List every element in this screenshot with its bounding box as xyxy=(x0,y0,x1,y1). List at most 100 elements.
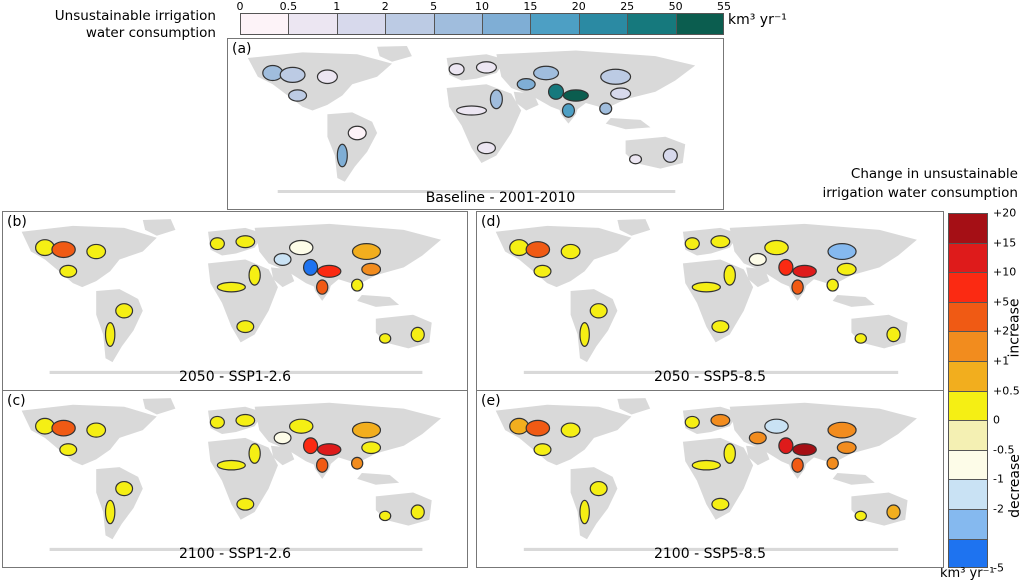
africa-landmass xyxy=(682,259,754,343)
basin-china-south xyxy=(837,263,856,275)
basin-central-asia xyxy=(290,419,313,433)
basin-brazil xyxy=(590,304,607,318)
basin-us-east xyxy=(317,70,337,84)
basin-south-africa xyxy=(237,498,254,510)
antarctica-strip xyxy=(49,547,423,551)
map-panel-b: (b) 2050 - SSP1-2.6 xyxy=(2,211,468,391)
right-legend-tick: -2 xyxy=(993,502,1004,516)
basin-australia-sw xyxy=(380,511,391,520)
map-panel-c: (c) 2100 - SSP1-2.6 xyxy=(2,390,468,568)
top-legend-tick: 50 xyxy=(668,0,683,13)
basin-europe-w xyxy=(685,416,699,428)
right-legend-title-line1: Change in unsustainable xyxy=(850,166,1018,182)
decrease-label: decrease xyxy=(1006,454,1023,518)
basin-mekong xyxy=(352,279,363,291)
basin-mekong xyxy=(600,103,612,114)
world-map-a xyxy=(247,46,696,193)
top-legend-swatch xyxy=(385,13,434,35)
basin-indus xyxy=(304,438,318,454)
basin-china-south xyxy=(837,442,856,454)
basin-mexico xyxy=(289,90,307,101)
basin-brazil xyxy=(348,126,366,140)
right-legend-tick: +0.5 xyxy=(993,384,1020,398)
basin-brazil xyxy=(590,482,607,496)
basin-europe-w xyxy=(210,238,224,250)
basin-china-south xyxy=(611,88,631,99)
basin-india-south xyxy=(792,280,803,294)
right-legend-tick: 0 xyxy=(993,413,1000,427)
basin-india-south xyxy=(562,104,574,118)
greenland-landmass xyxy=(617,219,651,236)
greenland-landmass xyxy=(617,398,651,415)
basin-middle-east xyxy=(749,432,766,444)
right-legend-swatch xyxy=(948,272,988,302)
antarctica-strip xyxy=(523,547,899,551)
right-legend-title-line2: irrigation water consumption xyxy=(822,185,1018,201)
basin-central-asia xyxy=(765,240,788,254)
basin-australia-east xyxy=(887,505,900,519)
basin-europe-e xyxy=(236,236,255,248)
basin-india-south xyxy=(317,458,328,472)
se-asia-islands xyxy=(357,473,400,485)
basin-ganges xyxy=(318,265,341,277)
basin-australia-sw xyxy=(855,511,866,520)
basin-south-africa xyxy=(477,142,495,153)
basin-us-central xyxy=(526,242,549,258)
basin-sahel xyxy=(457,106,487,115)
top-legend-title-line1: Unsustainable irrigation xyxy=(54,8,216,24)
right-legend-swatch xyxy=(948,420,988,450)
panel-a-letter: (a) xyxy=(232,41,252,57)
basin-us-west xyxy=(510,418,529,434)
panel-e-title: 2100 - SSP5-8.5 xyxy=(653,546,767,562)
basin-india-south xyxy=(792,458,803,472)
basin-us-central xyxy=(52,420,75,436)
basin-mexico xyxy=(534,265,551,277)
panel-c-title: 2100 - SSP1-2.6 xyxy=(178,546,292,562)
basin-ganges xyxy=(318,444,341,456)
map-panel-d: (d) 2050 - SSP5-8.5 xyxy=(476,211,944,391)
basin-indus xyxy=(549,84,564,99)
increase-label: increase xyxy=(1006,298,1023,358)
basin-india-south xyxy=(317,280,328,294)
right-legend-tick: +15 xyxy=(993,236,1017,250)
basin-middle-east xyxy=(517,79,535,90)
basin-nile xyxy=(490,90,502,109)
basin-sahel xyxy=(692,282,720,291)
panel-b-letter: (b) xyxy=(7,214,27,230)
right-legend-swatch xyxy=(948,361,988,391)
map-panel-a: (a) Baseline - 2001-2010 xyxy=(227,38,724,210)
basin-us-east xyxy=(87,244,106,258)
top-legend-title: Unsustainable irrigation water consumpti… xyxy=(55,8,216,42)
basin-us-central xyxy=(280,67,305,82)
se-asia-islands xyxy=(357,295,400,307)
basin-middle-east xyxy=(274,254,291,266)
top-legend-tick: 15 xyxy=(523,0,538,13)
right-legend-unit: km³ yr⁻¹ xyxy=(940,566,995,581)
top-legend-tick: 55 xyxy=(717,0,731,13)
arabia-landmass xyxy=(270,445,295,466)
se-asia-islands xyxy=(832,295,875,307)
basin-andes xyxy=(106,323,115,347)
basin-sahel xyxy=(692,461,720,470)
basin-south-africa xyxy=(712,498,729,510)
arabia-landmass xyxy=(513,91,539,111)
basin-indus xyxy=(779,438,793,454)
top-legend-tick: 1 xyxy=(333,0,341,13)
right-legend-swatch xyxy=(948,479,988,509)
basin-south-africa xyxy=(712,321,729,333)
africa-landmass xyxy=(208,259,278,343)
top-legend-swatch xyxy=(578,13,628,35)
basin-australia-east xyxy=(411,327,424,341)
world-map-e xyxy=(495,398,917,551)
basin-australia-east xyxy=(411,505,424,519)
basin-australia-sw xyxy=(380,334,391,343)
antarctica-strip xyxy=(523,370,899,374)
top-legend-tick: 10 xyxy=(475,0,489,13)
basin-indus xyxy=(779,259,793,275)
basin-us-west xyxy=(263,66,283,81)
basin-australia-sw xyxy=(855,334,866,343)
basin-middle-east xyxy=(274,432,291,444)
panel-d-title: 2050 - SSP5-8.5 xyxy=(653,369,767,385)
right-legend-swatch xyxy=(948,509,988,539)
right-legend-swatch xyxy=(948,213,988,243)
